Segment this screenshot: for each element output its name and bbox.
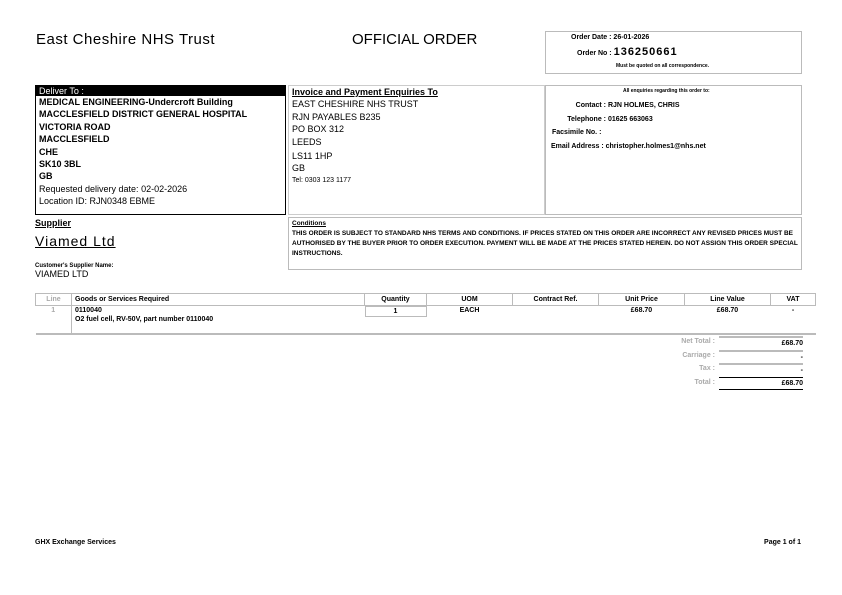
supplier-title: Supplier [35,218,72,228]
cell-uom: EACH [459,307,480,314]
telephone: 01625 663063 [607,115,653,123]
invoice-line: LS11 1HP [292,151,333,162]
net-total: £68.70 [719,336,803,350]
deliver-to-box: Deliver To : MEDICAL ENGINEERING-Undercr… [35,85,286,215]
order-lines-table: Line Goods or Services Required Quantity… [35,293,816,335]
document-title: OFFICIAL ORDER [352,31,478,48]
total-label: Total : [694,378,715,386]
cell-unit-price: £68.70 [630,307,653,314]
invoice-line: PO BOX 312 [292,124,345,135]
net-total-label: Net Total : [681,338,715,345]
deliver-line: MEDICAL ENGINEERING-Undercroft Building [39,97,233,107]
deliver-line: MACCLESFIELD DISTRICT GENERAL HOSPITAL [39,109,248,120]
order-date: 26-01-2026 [613,34,650,41]
order-no-label: Order No : [577,50,612,57]
email[interactable]: christopher.holmes1@nhs.net [605,142,706,150]
cell-contract-ref [513,306,599,334]
tax: - [719,363,803,377]
deliver-line: SK10 3BL [39,159,82,170]
carriage: - [719,349,803,364]
cell-line: 1 [35,305,72,334]
invoice-line: LEEDS [292,136,322,147]
cell-line-value: £68.70 [716,307,739,314]
contact-label: Contact : [575,102,606,109]
email-label: Email Address : [551,142,604,150]
enquiries-title: All enquiries regarding this order to: [623,88,710,94]
contact: RJN HOLMES, CHRIS [607,102,680,109]
order-date-label: Order Date : [571,34,612,41]
header-line: Line [35,293,72,306]
header-contract-ref: Contract Ref. [512,293,599,306]
header-line-value: Line Value [684,293,771,306]
cell-vat: - [791,307,795,314]
cell-description: O2 fuel cell, RV-50V, part number 011004… [75,316,214,323]
conditions-text: THIS ORDER IS SUBJECT TO STANDARD NHS TE… [292,230,798,257]
quote-note: Must be quoted on all correspondence. [616,63,710,69]
invoice-line: GB [292,163,306,174]
order-info-box: Order Date : 26-01-2026 Order No : 13625… [545,31,802,74]
conditions-title: Conditions [292,220,326,227]
trust-name: East Cheshire NHS Trust [36,31,216,48]
location-id: Location ID: RJN0348 EBME [39,196,156,207]
requested-delivery-date: Requested delivery date: 02-02-2026 [39,183,188,194]
footer-left: GHX Exchange Services [35,539,116,546]
customer-supplier-label: Customer's Supplier Name: [35,263,114,269]
cell-code: 0110040 [75,307,102,314]
carriage-label: Carriage : [682,351,715,359]
invoice-line: RJN PAYABLES B235 [292,111,381,122]
header-vat: VAT [770,293,816,306]
invoice-title: Invoice and Payment Enquiries To [292,87,438,97]
invoice-box: Invoice and Payment Enquiries To EAST CH… [288,85,545,215]
deliver-line: VICTORIA ROAD [39,121,111,132]
deliver-to-title: Deliver To : [36,86,285,96]
supplier-name: Viamed Ltd [35,233,116,249]
totals: Net Total : £68.70 Carriage :- Tax :- Tot… [660,336,803,390]
deliver-line: CHE [39,146,59,157]
telephone-label: Telephone : [567,115,606,123]
invoice-tel: Tel: 0303 123 1177 [292,176,352,184]
cell-quantity: 1 [364,306,427,317]
deliver-line: GB [39,171,53,182]
deliver-line: MACCLESFIELD [39,134,110,145]
customer-supplier-name: VIAMED LTD [35,269,89,279]
header-quantity: Quantity [364,293,427,306]
table-row: 1 0110040 O2 fuel cell, RV-50V, part numb… [35,305,816,334]
conditions-box: Conditions THIS ORDER IS SUBJECT TO STAN… [288,217,802,270]
total: £68.70 [719,376,803,390]
invoice-line: EAST CHESHIRE NHS TRUST [292,99,419,110]
header-uom: UOM [426,293,513,306]
tax-label: Tax : [699,365,715,372]
header-unit-price: Unit Price [598,293,685,306]
enquiries-box: All enquiries regarding this order to: C… [545,85,802,215]
fax-label: Facsimile No. : [552,129,602,136]
header-goods: Goods or Services Required [71,293,365,306]
page-number: Page 1 of 1 [764,539,801,546]
order-number: 136250661 [613,46,678,58]
